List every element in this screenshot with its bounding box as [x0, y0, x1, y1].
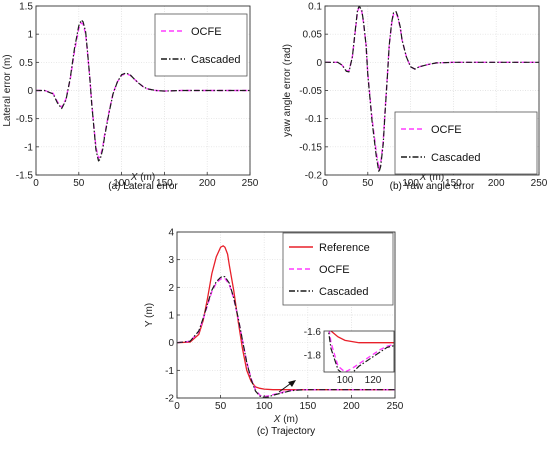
- y-tick-label: -0.15: [299, 142, 322, 153]
- series-line-cascaded: [36, 19, 250, 162]
- chart-caption: (b) Yaw angle error: [390, 181, 475, 192]
- inset-series-reference: [330, 331, 394, 344]
- y-tick-label: 2: [168, 283, 174, 294]
- x-tick-label: 100: [402, 178, 419, 189]
- inset-y-tick-label: -1.8: [304, 350, 322, 361]
- y-tick-label: 0.05: [303, 30, 323, 41]
- y-tick-label: 1.5: [19, 2, 33, 13]
- y-tick-label: 0: [27, 86, 33, 97]
- legend-label: OCFE: [431, 124, 462, 136]
- y-axis-label: yaw angle error (rad): [282, 44, 293, 137]
- legend-label: OCFE: [319, 264, 350, 276]
- legend: Reference OCFE Cascaded: [282, 232, 394, 306]
- legend-label: OCFE: [191, 26, 222, 38]
- inset-series-ocfe: [328, 331, 394, 372]
- legend: OCFE Cascaded: [394, 111, 538, 175]
- legend-label: Cascaded: [431, 152, 481, 164]
- series-line-cascaded: [177, 275, 395, 398]
- x-tick-label: 150: [299, 401, 316, 412]
- x-tick-label: 250: [531, 178, 548, 189]
- chart-caption: (c) Trajectory: [257, 426, 315, 437]
- y-tick-label: 4: [168, 228, 174, 239]
- x-tick-label: 0: [174, 401, 180, 412]
- inset-series-cascaded: [327, 331, 394, 372]
- x-tick-label: 200: [343, 401, 360, 412]
- x-tick-label: 0: [33, 178, 39, 189]
- x-axis-label: X (m): [273, 414, 298, 425]
- y-tick-label: -0.05: [299, 86, 322, 97]
- chart-c: 0 50 100 150 200 250 -2 -1 0 1 2 3 4 X (m) Y (m) (c) Tr…: [144, 228, 404, 438]
- y-tick-label: 1: [168, 311, 174, 322]
- x-tick-label: 50: [362, 178, 374, 189]
- inset-x-tick-label: 120: [365, 375, 382, 386]
- legend-box: [154, 13, 248, 77]
- chart-a: 0 50 100 150 200 250 -1.5 -1 -0.5 0 0.5 1 1.5 X (m) La…: [2, 2, 259, 193]
- x-tick-label: 150: [156, 178, 173, 189]
- x-tick-label: 250: [387, 401, 404, 412]
- x-tick-label: 250: [242, 178, 259, 189]
- x-tick-label: 50: [73, 178, 85, 189]
- inset-y-tick-label: -1.6: [304, 327, 322, 338]
- x-tick-label: 200: [199, 178, 216, 189]
- y-axis-label: Lateral error (m): [2, 54, 13, 126]
- y-tick-label: 0.5: [19, 58, 33, 69]
- legend-box: [394, 111, 538, 175]
- series-line-cascaded: [325, 6, 539, 173]
- x-tick-label: 150: [445, 178, 462, 189]
- y-tick-label: 0.1: [308, 2, 322, 13]
- legend-label: Cascaded: [319, 286, 369, 298]
- x-axis-label: X (m): [419, 172, 444, 183]
- x-tick-label: 100: [256, 401, 273, 412]
- y-tick-label: 0: [316, 58, 322, 69]
- chart-b: 0 50 100 150 200 250 -0.2 -0.15 -0.1 -0.05 0 0.05 0.…: [282, 2, 548, 193]
- x-tick-label: 100: [113, 178, 130, 189]
- inset: 100 120 -1.6 -1.8: [278, 327, 395, 393]
- chart-caption: (a) Lateral error: [108, 181, 178, 192]
- x-tick-label: 0: [322, 178, 328, 189]
- y-tick-label: -0.5: [16, 114, 34, 125]
- y-tick-label: 1: [27, 30, 33, 41]
- y-tick-label: -0.1: [305, 114, 323, 125]
- y-tick-label: -1.5: [16, 171, 34, 182]
- y-tick-label: -2: [165, 394, 174, 405]
- y-tick-label: -1: [165, 366, 174, 377]
- inset-x-tick-label: 100: [337, 375, 354, 386]
- y-tick-label: -0.2: [305, 171, 323, 182]
- legend: OCFE Cascaded: [154, 13, 248, 77]
- y-axis-label: Y (m): [144, 303, 155, 327]
- y-tick-label: 3: [168, 255, 174, 266]
- inset-arrow-head: [288, 380, 296, 387]
- legend-label: Reference: [319, 242, 370, 254]
- x-tick-label: 50: [215, 401, 227, 412]
- y-tick-label: -1: [24, 142, 33, 153]
- x-tick-label: 200: [488, 178, 505, 189]
- inset-area: [324, 331, 394, 372]
- inset-box: [323, 330, 395, 373]
- x-axis-label: X (m): [130, 172, 155, 183]
- legend-label: Cascaded: [191, 54, 241, 66]
- y-tick-label: 0: [168, 338, 174, 349]
- series-line-reference: [177, 245, 395, 391]
